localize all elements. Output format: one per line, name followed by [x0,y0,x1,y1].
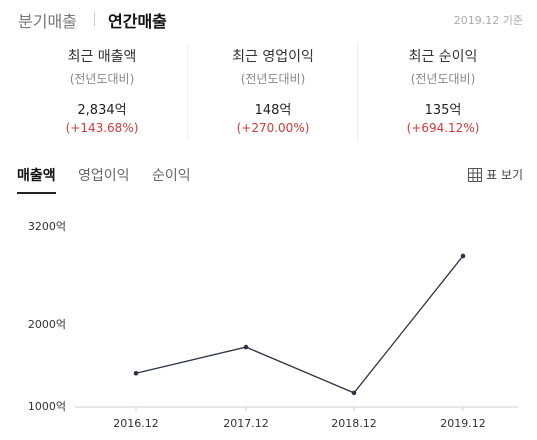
revenue-series-line [135,255,464,394]
tab-annual-revenue[interactable]: 연간매출 [108,12,167,31]
data-point [243,344,249,350]
summary-card-revenue: 최근 매출액 (전년도대비) 2,834억 (+143.68%) [17,44,187,140]
card-value: 135억 [424,103,462,118]
tab-operating-profit[interactable]: 영업이익 [78,168,130,184]
tab-revenue[interactable]: 매출액 [17,165,56,194]
data-point [351,390,357,396]
card-change: (+143.68%) [65,121,139,135]
x-tick-label: 2016.12 [113,417,159,430]
card-subtitle: (전년도대비) [410,72,476,86]
card-subtitle: (전년도대비) [240,72,306,86]
card-change: (+270.00%) [236,121,310,135]
table-icon [468,168,483,185]
tab-divider [94,12,95,26]
metric-tabs: 매출액 영업이익 순이익 표 보기 [0,160,537,194]
data-point [133,370,139,376]
card-value: 148억 [254,103,292,118]
card-title: 최근 순이익 [408,49,478,65]
card-change: (+694.12%) [406,121,480,135]
summary-card-net-income: 최근 순이익 (전년도대비) 135억 (+694.12%) [357,44,528,140]
table-view-label: 표 보기 [486,168,523,182]
x-tick-label: 2017.12 [223,417,269,430]
card-title: 최근 영업이익 [232,49,314,65]
period-header: 분기매출 연간매출 2019.12 기준 [0,0,537,40]
tab-quarterly-revenue[interactable]: 분기매출 [18,12,77,31]
summary-card-operating-profit: 최근 영업이익 (전년도대비) 148억 (+270.00%) [187,44,358,140]
y-tick-label: 1000억 [28,400,66,413]
tab-net-income[interactable]: 순이익 [152,168,191,184]
base-date-label: 2019.12 기준 [453,14,523,27]
table-view-button[interactable]: 표 보기 [468,166,523,185]
x-tick-label: 2018.12 [331,417,377,430]
card-value: 2,834억 [77,103,127,118]
x-tick-label: 2019.12 [440,417,486,430]
summary-cards: 최근 매출액 (전년도대비) 2,834억 (+143.68%) 최근 영업이익… [0,44,537,144]
y-tick-label: 3200억 [28,220,66,233]
y-tick-label: 2000억 [28,318,66,331]
card-title: 최근 매출액 [67,49,137,65]
card-subtitle: (전년도대비) [69,72,135,86]
data-point [460,253,466,259]
